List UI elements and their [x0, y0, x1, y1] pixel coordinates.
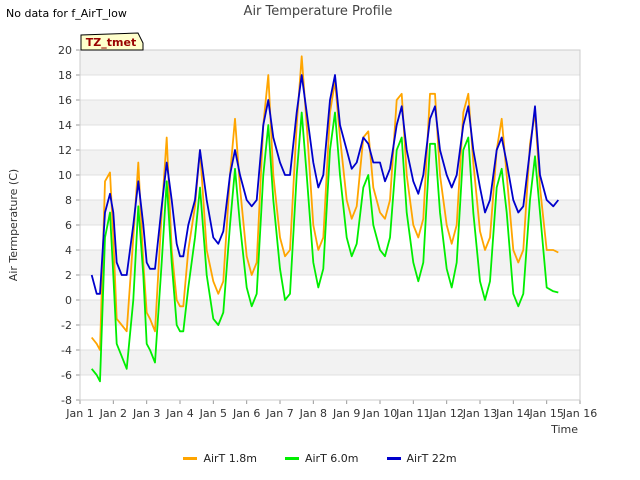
plot-frame	[79, 49, 581, 401]
legend-swatch	[284, 457, 299, 460]
chart-title: Air Temperature Profile	[244, 4, 393, 19]
x-tick-label: Jan 14	[495, 407, 530, 420]
grid-band	[80, 275, 580, 300]
x-axis-label: Time	[550, 423, 578, 436]
y-tick-label: 8	[65, 194, 72, 207]
y-tick-label: 4	[65, 244, 72, 257]
legend: AirT 1.8m AirT 6.0m AirT 22m	[0, 452, 640, 465]
legend-label: AirT 1.8m	[203, 452, 257, 465]
y-tick-label: 6	[65, 219, 72, 232]
x-tick-label: Jan 13	[462, 407, 497, 420]
grid-band	[80, 200, 580, 225]
grid-band	[80, 50, 580, 75]
grid-band	[80, 300, 580, 325]
y-tick-label: 18	[58, 69, 72, 82]
y-tick-label: -6	[61, 369, 72, 382]
legend-swatch	[183, 457, 198, 460]
grid-band	[80, 250, 580, 275]
legend-item-2: AirT 6.0m	[284, 452, 359, 465]
series-line-2	[90, 111, 559, 383]
y-tick-label: -2	[61, 319, 72, 332]
y-tick-label: -4	[61, 344, 72, 357]
legend-item-1: AirT 1.8m	[183, 452, 257, 465]
x-tick-label: Jan 15	[528, 407, 563, 420]
grid-band	[80, 350, 580, 375]
x-tick-label: Jan 10	[362, 407, 397, 420]
tz-annotation: TZ_tmet	[80, 32, 144, 51]
legend-label: AirT 6.0m	[304, 452, 359, 465]
y-tick-label: 16	[58, 94, 72, 107]
grid-band	[80, 325, 580, 350]
x-tick-label: Jan 11	[395, 407, 430, 420]
tz-annotation-label: TZ_tmet	[86, 36, 136, 49]
y-tick-label: 14	[58, 119, 72, 132]
plot-background	[80, 49, 580, 401]
x-tick-label: Jan 1	[65, 407, 93, 420]
x-tick-label: Jan 3	[132, 407, 160, 420]
y-tick-label: 0	[65, 294, 72, 307]
y-tick-label: 2	[65, 269, 72, 282]
x-tick-label: Jan 12	[428, 407, 463, 420]
x-tick-label: Jan 7	[265, 407, 293, 420]
series-line-1	[90, 55, 559, 351]
y-tick-label: 20	[58, 44, 72, 57]
grid-band	[80, 225, 580, 250]
legend-swatch	[386, 457, 401, 460]
no-data-notice: No data for f_AirT_low	[6, 7, 127, 20]
x-tick-label: Jan 4	[165, 407, 193, 420]
x-tick-label: Jan 2	[99, 407, 127, 420]
series-line-3	[90, 74, 560, 295]
grid-band	[80, 375, 580, 400]
y-tick-label: 12	[58, 144, 72, 157]
x-tick-label: Jan 16	[562, 407, 597, 420]
y-tick-label: -8	[61, 394, 72, 407]
legend-item-3: AirT 22m	[386, 452, 457, 465]
y-axis-label: Air Termperature (C)	[7, 169, 20, 281]
x-tick-label: Jan 5	[199, 407, 227, 420]
series-lines	[90, 55, 560, 383]
y-tick-label: 10	[58, 169, 72, 182]
x-axis: Jan 1 Jan 2 Jan 3 Jan 4 Jan 5 Jan 6 Jan 7 Jan 8…	[65, 400, 597, 420]
x-tick-label: Jan 8	[299, 407, 327, 420]
x-tick-label: Jan 6	[232, 407, 260, 420]
x-tick-label: Jan 9	[332, 407, 360, 420]
y-axis: -8 -6 -4 -2 0 2 4 6 8 10 12 14 16 18 20	[58, 44, 80, 407]
legend-label: AirT 22m	[406, 452, 457, 465]
